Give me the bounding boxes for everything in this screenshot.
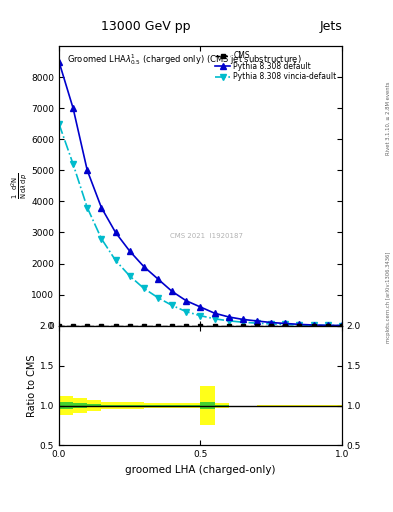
CMS	[57, 323, 61, 329]
Pythia 8.308 default	[325, 322, 330, 328]
Line: Pythia 8.308 default: Pythia 8.308 default	[56, 59, 345, 328]
CMS	[198, 323, 203, 329]
Y-axis label: Ratio to CMS: Ratio to CMS	[27, 354, 37, 417]
Pythia 8.308 default	[283, 321, 288, 327]
Text: Jets: Jets	[319, 20, 342, 33]
Pythia 8.308 default	[57, 58, 61, 65]
Pythia 8.308 vincia-default	[198, 313, 203, 319]
Pythia 8.308 default	[156, 276, 160, 282]
CMS	[113, 323, 118, 329]
Pythia 8.308 vincia-default	[311, 322, 316, 328]
CMS	[241, 323, 245, 329]
CMS	[184, 323, 189, 329]
Pythia 8.308 default	[170, 288, 174, 294]
CMS	[99, 323, 104, 329]
Pythia 8.308 vincia-default	[269, 321, 274, 327]
Pythia 8.308 vincia-default	[184, 309, 189, 315]
Text: 13000 GeV pp: 13000 GeV pp	[101, 20, 190, 33]
CMS	[340, 323, 344, 329]
Text: Rivet 3.1.10, ≥ 2.8M events: Rivet 3.1.10, ≥ 2.8M events	[386, 81, 391, 155]
Pythia 8.308 default	[85, 167, 90, 174]
CMS	[71, 323, 75, 329]
Pythia 8.308 default	[269, 319, 274, 326]
Pythia 8.308 default	[212, 310, 217, 316]
Pythia 8.308 vincia-default	[325, 323, 330, 329]
Pythia 8.308 vincia-default	[156, 294, 160, 301]
Pythia 8.308 vincia-default	[340, 323, 344, 329]
Pythia 8.308 default	[184, 297, 189, 304]
CMS	[226, 323, 231, 329]
Pythia 8.308 default	[127, 248, 132, 254]
CMS	[255, 323, 259, 329]
Pythia 8.308 default	[340, 323, 344, 329]
CMS	[170, 323, 174, 329]
Text: Groomed LHA$\lambda^{1}_{0.5}$ (charged only) (CMS jet substructure): Groomed LHA$\lambda^{1}_{0.5}$ (charged …	[68, 52, 302, 67]
Y-axis label: $\frac{1}{\mathrm{N}}\frac{\mathrm{d}^2\mathrm{N}}{\mathrm{d}\lambda\,\mathrm{d}: $\frac{1}{\mathrm{N}}\frac{\mathrm{d}^2\…	[9, 173, 30, 199]
CMS	[156, 323, 160, 329]
Line: Pythia 8.308 vincia-default: Pythia 8.308 vincia-default	[56, 121, 345, 328]
Pythia 8.308 vincia-default	[255, 320, 259, 326]
Pythia 8.308 vincia-default	[212, 316, 217, 322]
X-axis label: groomed LHA (charged-only): groomed LHA (charged-only)	[125, 465, 275, 475]
Text: CMS 2021  I1920187: CMS 2021 I1920187	[170, 233, 242, 239]
CMS	[283, 323, 288, 329]
Pythia 8.308 vincia-default	[170, 303, 174, 309]
Pythia 8.308 default	[71, 105, 75, 111]
Pythia 8.308 vincia-default	[85, 204, 90, 210]
CMS	[325, 323, 330, 329]
Pythia 8.308 vincia-default	[71, 161, 75, 167]
Pythia 8.308 default	[255, 318, 259, 324]
CMS	[141, 323, 146, 329]
Legend: CMS, Pythia 8.308 default, Pythia 8.308 vincia-default: CMS, Pythia 8.308 default, Pythia 8.308 …	[213, 50, 338, 83]
Pythia 8.308 vincia-default	[283, 322, 288, 328]
Pythia 8.308 default	[241, 316, 245, 323]
Pythia 8.308 vincia-default	[113, 258, 118, 264]
CMS	[311, 323, 316, 329]
Pythia 8.308 default	[141, 264, 146, 270]
CMS	[297, 323, 302, 329]
Pythia 8.308 vincia-default	[57, 121, 61, 127]
Pythia 8.308 default	[311, 322, 316, 328]
Pythia 8.308 vincia-default	[99, 236, 104, 242]
Line: CMS: CMS	[57, 324, 344, 328]
Text: mcplots.cern.ch [arXiv:1306.3436]: mcplots.cern.ch [arXiv:1306.3436]	[386, 251, 391, 343]
CMS	[85, 323, 90, 329]
CMS	[269, 323, 274, 329]
Pythia 8.308 vincia-default	[241, 319, 245, 325]
Pythia 8.308 default	[198, 304, 203, 310]
Pythia 8.308 vincia-default	[141, 285, 146, 291]
Pythia 8.308 default	[297, 322, 302, 328]
Pythia 8.308 default	[113, 229, 118, 236]
Pythia 8.308 default	[226, 314, 231, 320]
Pythia 8.308 vincia-default	[127, 273, 132, 279]
CMS	[212, 323, 217, 329]
CMS	[127, 323, 132, 329]
Pythia 8.308 default	[99, 204, 104, 210]
Pythia 8.308 vincia-default	[226, 318, 231, 324]
Pythia 8.308 vincia-default	[297, 322, 302, 328]
